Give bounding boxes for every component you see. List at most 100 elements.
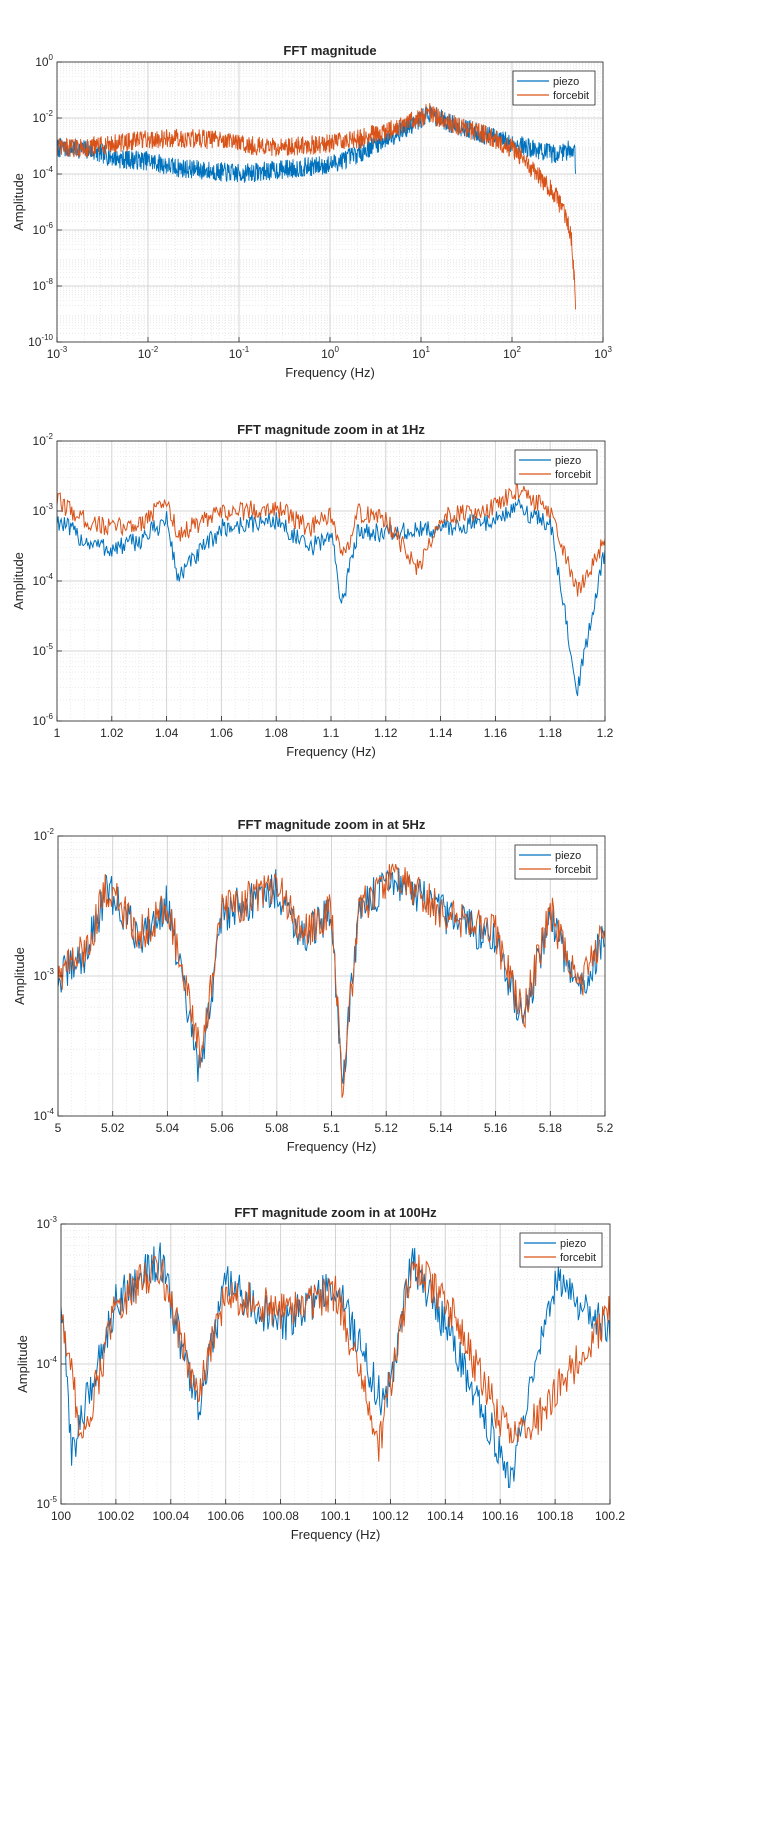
x-tick-label: 100.08: [262, 1509, 299, 1523]
y-tick-label: 10-4: [37, 1355, 58, 1371]
x-tick-label: 1.1: [323, 726, 340, 740]
x-tick-label: 5.18: [539, 1121, 563, 1135]
x-tick-label: 100.2: [595, 1509, 625, 1523]
legend-label-piezo: piezo: [560, 1238, 586, 1250]
x-tick-label: 1.2: [597, 726, 614, 740]
chart-title: FFT magnitude zoom in at 1Hz: [237, 422, 425, 437]
x-tick-label: 1.14: [429, 726, 453, 740]
legend: piezo forcebit: [514, 844, 598, 880]
series-line-forcebit: [61, 1254, 610, 1462]
series-group: [58, 863, 605, 1098]
chart-title: FFT magnitude zoom in at 5Hz: [238, 817, 426, 832]
legend-label-piezo: piezo: [553, 76, 579, 88]
legend: piezo forcebit: [519, 1232, 603, 1268]
chart-1: 10-3 10-2 10-1 100 101 102 103 10-10 10-8 10-6 10-…: [11, 43, 612, 380]
legend-label-forcebit: forcebit: [560, 1252, 596, 1264]
y-tick-label: 10-8: [33, 277, 54, 293]
x-tick-label: 10-3: [47, 345, 68, 361]
x-tick-label: 100.14: [427, 1509, 464, 1523]
x-tick-label: 10-2: [138, 345, 159, 361]
chart-3: 5 5.02 5.04 5.06 5.08 5.1 5.12 5.14 5.16 5.18 5.2 1…: [12, 817, 614, 1154]
x-tick-label: 5: [55, 1121, 62, 1135]
legend-box: [512, 70, 596, 106]
legend-label-piezo: piezo: [555, 850, 581, 862]
y-tick-label: 10-6: [33, 221, 54, 237]
y-tick-label: 10-2: [33, 432, 54, 448]
series-line-piezo: [57, 105, 577, 183]
legend-label-piezo: piezo: [555, 455, 581, 467]
x-tick-label: 1.18: [539, 726, 563, 740]
y-tick-label: 10-3: [33, 502, 54, 518]
x-tick-label: 5.04: [156, 1121, 180, 1135]
x-axis-label: Frequency (Hz): [285, 365, 375, 380]
series-line-piezo: [57, 498, 605, 696]
legend-label-forcebit: forcebit: [555, 864, 591, 876]
chart-title: FFT magnitude zoom in at 100Hz: [234, 1205, 437, 1220]
y-tick-label: 10-5: [33, 642, 54, 658]
y-tick-label: 10-2: [34, 827, 55, 843]
x-tick-label: 100.16: [482, 1509, 519, 1523]
x-tick-label: 5.14: [429, 1121, 453, 1135]
x-tick-label: 1.04: [155, 726, 179, 740]
y-tick-label: 10-4: [34, 1107, 55, 1123]
series-group: [57, 103, 577, 310]
x-tick-label: 10-1: [229, 345, 250, 361]
x-axis-label: Frequency (Hz): [287, 1139, 377, 1154]
x-tick-label: 1: [54, 726, 61, 740]
x-tick-label: 5.08: [265, 1121, 289, 1135]
legend: piezo forcebit: [512, 70, 596, 106]
x-tick-label: 5.1: [323, 1121, 340, 1135]
chart-title: FFT magnitude: [283, 43, 376, 58]
x-tick-label: 100.04: [152, 1509, 189, 1523]
x-tick-label: 103: [594, 345, 612, 361]
series-line-forcebit: [57, 103, 577, 310]
y-axis-label: Amplitude: [11, 173, 26, 231]
x-tick-label: 102: [503, 345, 521, 361]
y-tick-label: 10-3: [34, 967, 55, 983]
y-axis-label: Amplitude: [12, 947, 27, 1005]
legend: piezo forcebit: [514, 449, 598, 485]
x-tick-label: 1.06: [210, 726, 234, 740]
y-tick-label: 10-4: [33, 165, 54, 181]
x-tick-label: 100: [321, 345, 339, 361]
y-tick-label: 10-3: [37, 1215, 58, 1231]
x-tick-label: 100.02: [98, 1509, 135, 1523]
series-line-forcebit: [58, 863, 605, 1098]
x-tick-label: 5.02: [101, 1121, 125, 1135]
x-tick-label: 100.18: [537, 1509, 574, 1523]
y-tick-label: 10-10: [28, 333, 53, 349]
x-tick-label: 5.06: [210, 1121, 234, 1135]
x-tick-label: 1.02: [100, 726, 124, 740]
x-tick-label: 1.12: [374, 726, 398, 740]
x-tick-label: 100.12: [372, 1509, 409, 1523]
y-tick-label: 100: [35, 53, 53, 69]
x-axis-label: Frequency (Hz): [286, 744, 376, 759]
y-axis-label: Amplitude: [11, 552, 26, 610]
x-tick-label: 100.1: [320, 1509, 350, 1523]
chart-4: 100 100.02 100.04 100.06 100.08 100.1 100.12 10…: [15, 1205, 625, 1542]
x-axis-label: Frequency (Hz): [291, 1527, 381, 1542]
y-axis-label: Amplitude: [15, 1335, 30, 1393]
x-tick-label: 101: [412, 345, 430, 361]
x-tick-label: 5.12: [375, 1121, 399, 1135]
grid: [60, 1223, 610, 1505]
x-tick-label: 1.08: [265, 726, 289, 740]
x-tick-label: 1.16: [484, 726, 508, 740]
y-tick-label: 10-4: [33, 572, 54, 588]
series-group: [61, 1242, 610, 1489]
series-line-forcebit: [57, 480, 605, 597]
y-tick-label: 10-6: [33, 712, 54, 728]
legend-box: [514, 844, 598, 880]
legend-label-forcebit: forcebit: [553, 90, 589, 102]
legend-box: [519, 1232, 603, 1268]
x-tick-label: 100.06: [207, 1509, 244, 1523]
legend-label-forcebit: forcebit: [555, 469, 591, 481]
x-tick-label: 5.2: [597, 1121, 614, 1135]
legend-box: [514, 449, 598, 485]
x-tick-label: 100: [51, 1509, 71, 1523]
x-tick-label: 5.16: [484, 1121, 508, 1135]
series-group: [57, 480, 605, 696]
y-tick-label: 10-5: [37, 1495, 58, 1511]
y-tick-label: 10-2: [33, 109, 54, 125]
